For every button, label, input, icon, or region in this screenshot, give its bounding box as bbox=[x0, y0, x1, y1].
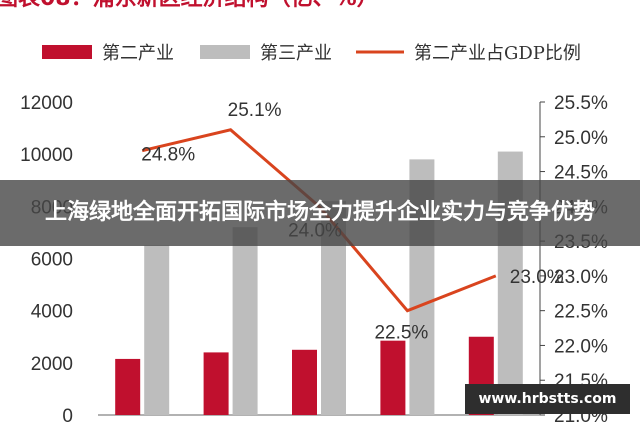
watermark: www.hrbstts.com bbox=[465, 384, 630, 414]
legend-label-tertiary: 第三产业 bbox=[260, 43, 332, 64]
y-right-tick-label: 25.0% bbox=[554, 128, 608, 149]
overlay-banner: 上海绿地全面开拓国际市场全力提升企业实力与竞争优势 bbox=[0, 180, 640, 246]
line-data-label: 22.5% bbox=[374, 323, 428, 344]
y-left-tick-label: 12000 bbox=[20, 93, 73, 114]
bar-tertiary-industry bbox=[232, 227, 258, 415]
legend: 第二产业 第三产业 第二产业占GDP比例 bbox=[42, 43, 581, 64]
bar-tertiary-industry bbox=[144, 245, 170, 415]
line-data-label: 23.0% bbox=[510, 267, 564, 288]
y-left-tick-label: 4000 bbox=[31, 302, 73, 323]
figure-title: 图表08：浦东新区经济结构（亿、%） bbox=[0, 0, 379, 11]
y-right-tick-label: 23.0% bbox=[554, 267, 608, 288]
legend-label-line: 第二产业占GDP比例 bbox=[414, 43, 581, 64]
y-right-tick-label: 22.5% bbox=[554, 302, 608, 323]
bar-secondary-industry bbox=[203, 352, 229, 415]
bar-secondary-industry bbox=[292, 349, 317, 415]
bar-secondary-industry bbox=[115, 358, 141, 415]
legend-swatch-tertiary bbox=[200, 45, 250, 59]
y-left-tick-label: 10000 bbox=[20, 145, 73, 166]
line-data-label: 25.1% bbox=[228, 100, 282, 121]
y-right-tick-label: 24.5% bbox=[554, 163, 608, 184]
line-data-label: 24.8% bbox=[141, 145, 195, 166]
y-right-tick-label: 25.5% bbox=[554, 93, 608, 114]
legend-swatch-secondary bbox=[42, 45, 92, 59]
y-left-tick-label: 6000 bbox=[31, 250, 73, 271]
legend-label-secondary: 第二产业 bbox=[102, 43, 174, 64]
y-left-tick-label: 0 bbox=[62, 406, 73, 426]
y-right-tick-label: 22.0% bbox=[554, 336, 608, 357]
bar-secondary-industry bbox=[380, 340, 406, 415]
y-left-tick-label: 2000 bbox=[31, 354, 73, 375]
banner-text: 上海绿地全面开拓国际市场全力提升企业实力与竞争优势 bbox=[44, 200, 595, 225]
